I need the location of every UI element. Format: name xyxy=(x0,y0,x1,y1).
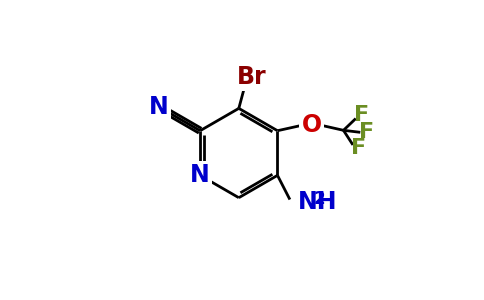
Text: F: F xyxy=(359,122,374,142)
Text: 2: 2 xyxy=(314,190,325,208)
Text: F: F xyxy=(354,106,369,125)
Text: O: O xyxy=(302,113,322,137)
Text: N: N xyxy=(190,164,209,188)
Text: N: N xyxy=(149,95,168,119)
Text: Br: Br xyxy=(237,65,266,89)
Text: F: F xyxy=(351,138,366,158)
Text: NH: NH xyxy=(298,190,337,214)
